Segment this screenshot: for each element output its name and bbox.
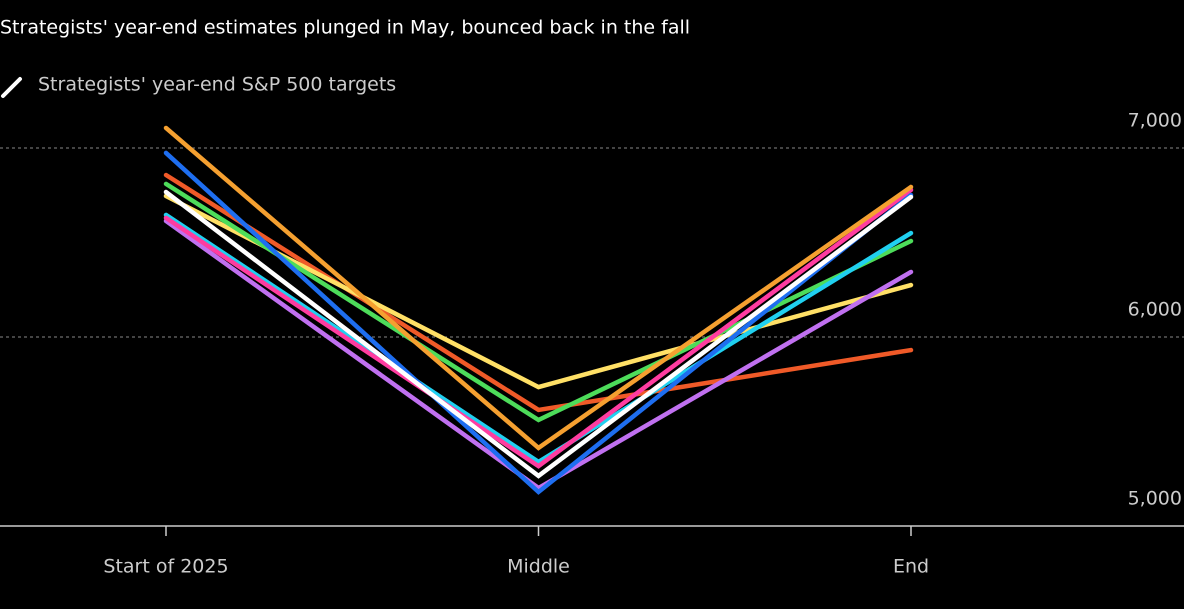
series-line	[163, 181, 914, 423]
series-line	[163, 172, 914, 413]
y-tick-label: 7,000	[1128, 110, 1182, 132]
series-line	[163, 218, 914, 491]
series-line	[163, 125, 914, 451]
series-line	[163, 150, 914, 495]
legend-label: Strategists' year-end S&P 500 targets	[38, 74, 396, 96]
chart-subtitle: Strategists' year-end estimates plunged …	[0, 17, 690, 39]
x-tick-label: End	[893, 556, 929, 578]
legend-icon	[1, 77, 22, 98]
series-line	[163, 187, 914, 469]
y-tick-label: 6,000	[1128, 299, 1182, 321]
series-line	[163, 193, 914, 390]
x-tick-label: Middle	[507, 556, 570, 578]
series-line	[163, 189, 914, 479]
y-tick-label: 5,000	[1128, 488, 1182, 510]
series-line	[163, 212, 914, 465]
x-tick-label: Start of 2025	[103, 556, 228, 578]
